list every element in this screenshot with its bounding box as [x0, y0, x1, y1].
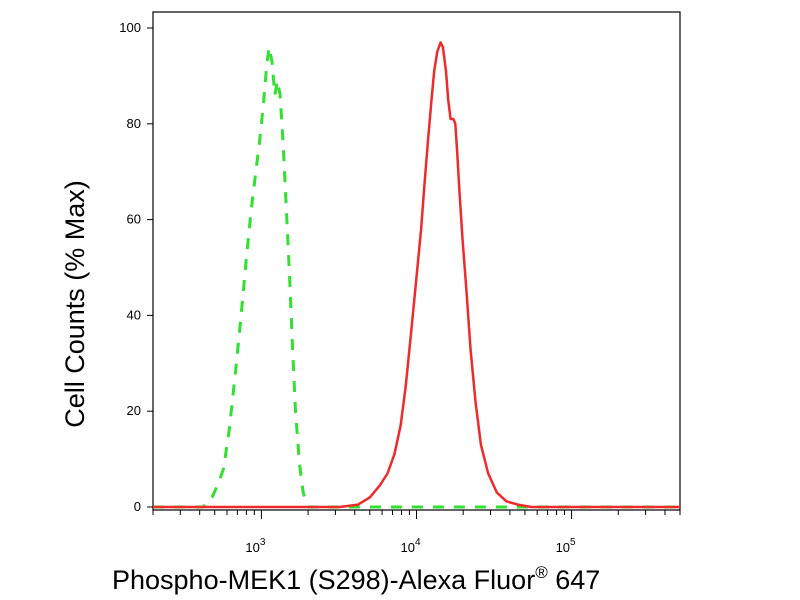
y-tick-label: 80 [127, 116, 141, 131]
histogram-solid-red [153, 41, 680, 509]
y-axis-title: Cell Counts (% Max) [60, 180, 90, 428]
histogram-dashed-green [153, 45, 680, 509]
plot-area: 0 20 40 60 80 100 103 104 105 [119, 11, 681, 555]
x-axis-title-registered-mark: ® [535, 563, 548, 582]
x-tick-label: 105 [556, 537, 576, 555]
x-axis-title-main: Phospho-MEK1 (S298)-Alexa Fluor [112, 565, 535, 595]
y-tick-label: 20 [127, 403, 141, 418]
x-axis-title: Phospho-MEK1 (S298)-Alexa Fluor® 647 [112, 563, 600, 595]
x-axis-title-suffix: 647 [548, 565, 601, 595]
x-tick-label: 104 [400, 537, 420, 555]
y-tick-label: 100 [119, 20, 141, 35]
y-tick-label: 40 [127, 307, 141, 322]
x-tick-label: 103 [245, 537, 265, 555]
y-tick-label: 0 [134, 499, 141, 514]
y-tick-label: 60 [127, 212, 141, 227]
